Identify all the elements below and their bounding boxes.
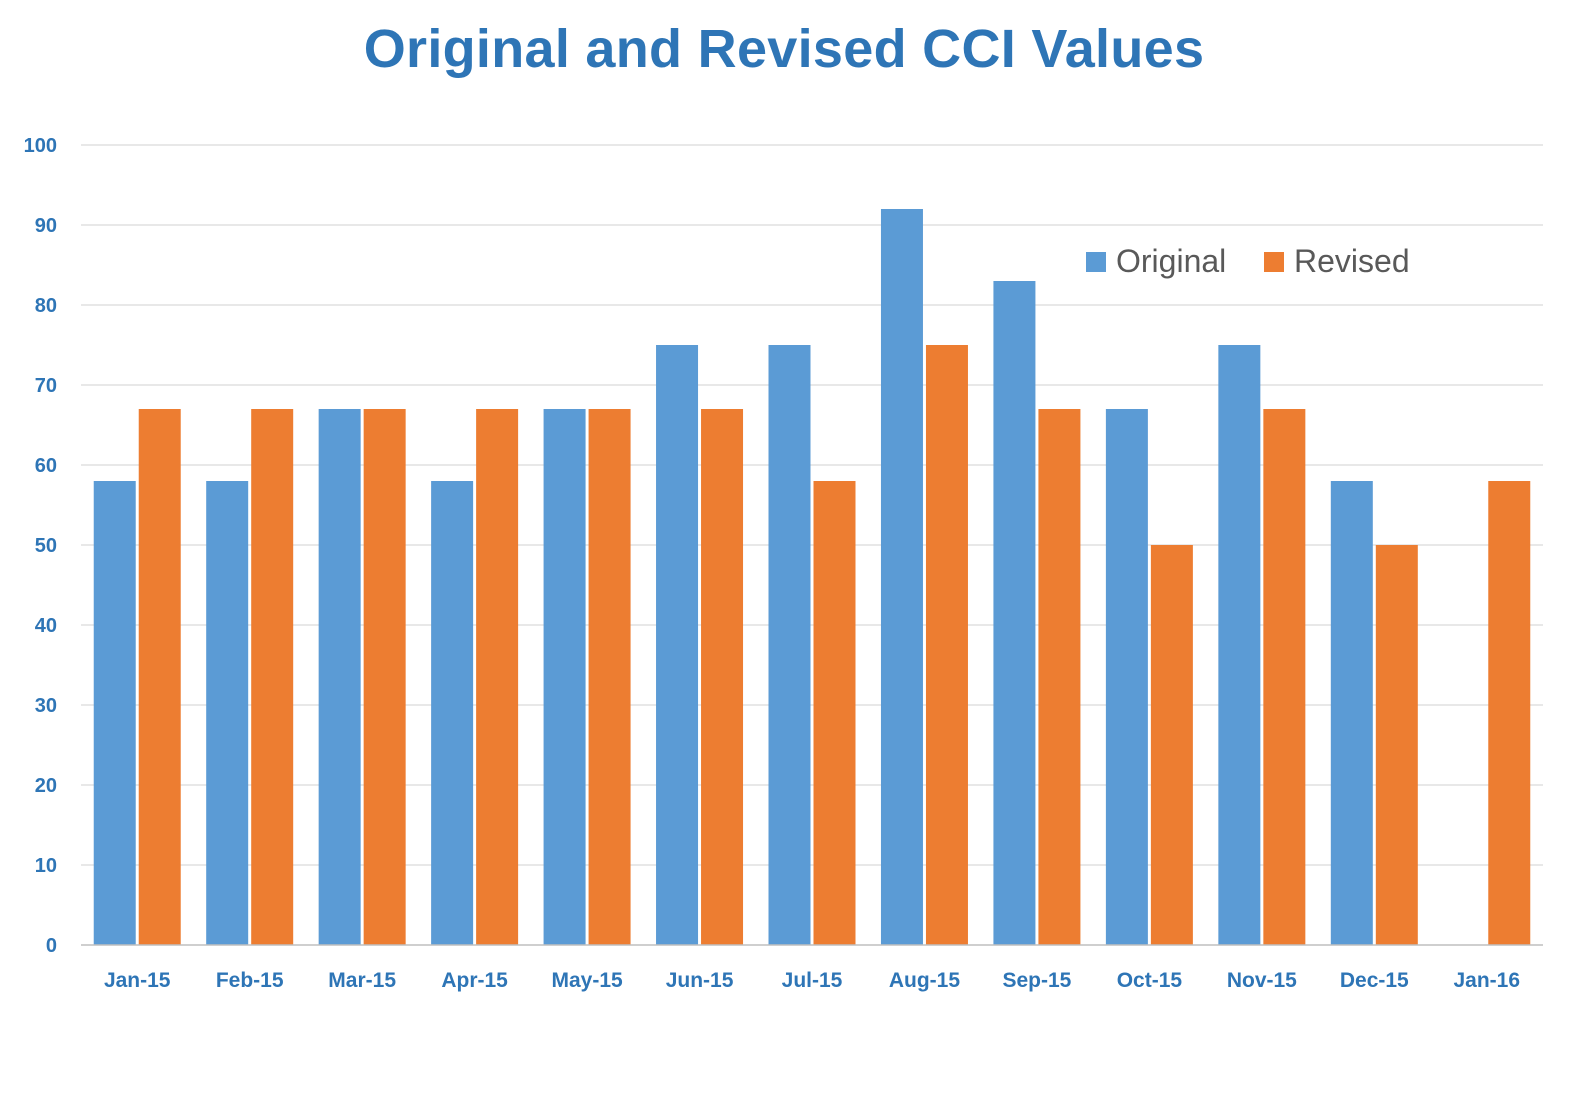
x-tick-label: Sep-15 (1002, 969, 1071, 992)
bar-revised-oct-15 (1150, 545, 1193, 945)
bar-original-may-15 (543, 409, 586, 945)
y-tick-label: 100 (24, 135, 57, 157)
legend-label-original: Original (1116, 243, 1226, 279)
legend: Original Revised (1086, 243, 1410, 279)
y-tick-label: 90 (35, 215, 57, 237)
y-tick-label: 50 (35, 535, 57, 557)
y-tick-label: 60 (35, 455, 57, 477)
y-tick-label: 70 (35, 375, 57, 397)
bar-revised-nov-15 (1263, 409, 1306, 945)
x-tick-label: Jul-15 (782, 969, 843, 992)
bar-revised-jan-16 (1488, 481, 1531, 945)
bars (93, 209, 1531, 945)
chart-title: Original and Revised CCI Values (363, 19, 1205, 79)
bar-original-aug-15 (880, 209, 923, 945)
x-tick-label: Jun-15 (666, 969, 734, 992)
bar-original-oct-15 (1105, 409, 1148, 945)
x-tick-label: Jan-16 (1453, 969, 1520, 992)
bar-original-mar-15 (318, 409, 361, 945)
y-tick-label: 10 (35, 855, 57, 877)
bar-original-nov-15 (1218, 345, 1261, 945)
bar-original-jun-15 (656, 345, 699, 945)
legend-label-revised: Revised (1294, 243, 1410, 279)
y-tick-label: 40 (35, 615, 57, 637)
y-tick-label: 0 (46, 935, 57, 957)
y-tick-label: 80 (35, 295, 57, 317)
x-tick-label: Jan-15 (104, 969, 171, 992)
bar-revised-mar-15 (363, 409, 406, 945)
bar-revised-may-15 (588, 409, 631, 945)
bar-original-jan-15 (93, 481, 136, 945)
bar-revised-jun-15 (701, 409, 744, 945)
bar-original-dec-15 (1330, 481, 1373, 945)
x-tick-label: Aug-15 (889, 969, 960, 992)
bar-original-apr-15 (431, 481, 474, 945)
bar-revised-apr-15 (476, 409, 519, 945)
y-tick-label: 30 (35, 695, 57, 717)
legend-swatch-original (1086, 252, 1106, 272)
y-tick-label: 20 (35, 775, 57, 797)
x-tick-label: Apr-15 (441, 969, 508, 992)
x-tick-label: May-15 (551, 969, 623, 992)
x-tick-label: Dec-15 (1340, 969, 1409, 992)
bar-original-jul-15 (768, 345, 811, 945)
legend-swatch-revised (1264, 252, 1284, 272)
bar-original-sep-15 (993, 281, 1036, 945)
x-tick-label: Oct-15 (1117, 969, 1183, 992)
axes: 0 10 20 30 40 50 60 70 80 90 100 Jan-15 Feb-15 Mar-15… (24, 135, 1543, 992)
x-tick-label: Nov-15 (1227, 969, 1297, 992)
bar-revised-dec-15 (1375, 545, 1418, 945)
x-tick-label: Mar-15 (328, 969, 396, 992)
bar-original-feb-15 (206, 481, 249, 945)
bar-revised-jan-15 (138, 409, 181, 945)
bar-revised-aug-15 (925, 345, 968, 945)
bar-revised-jul-15 (813, 481, 856, 945)
bar-revised-sep-15 (1038, 409, 1081, 945)
bar-revised-feb-15 (251, 409, 294, 945)
x-tick-label: Feb-15 (216, 969, 284, 992)
